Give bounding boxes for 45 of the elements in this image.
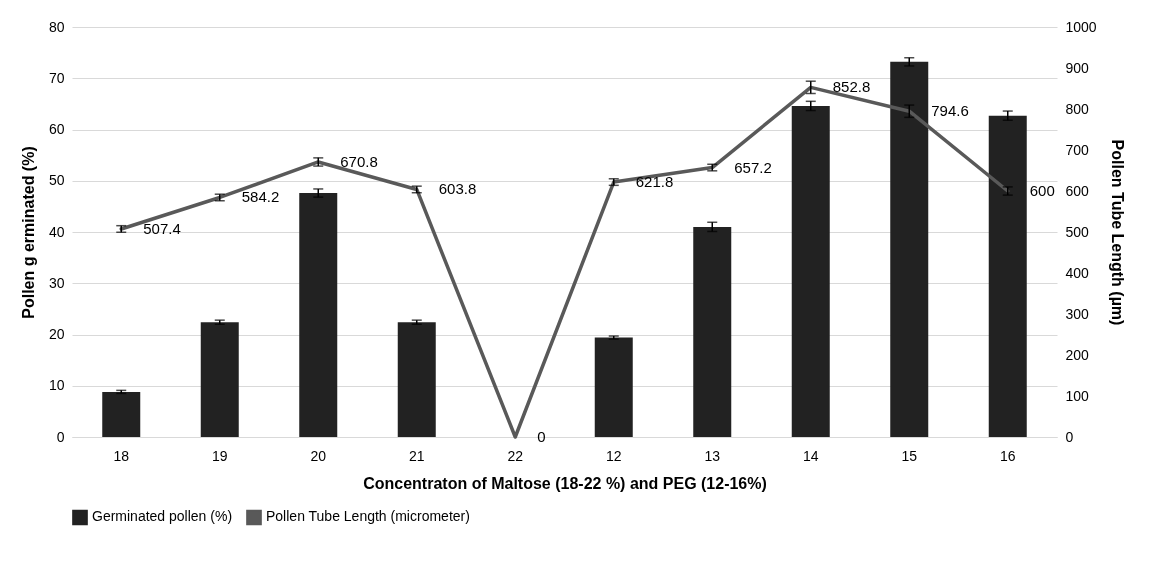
data-label: 794.6 xyxy=(931,102,969,120)
y-tick-label: 50 xyxy=(48,172,65,189)
data-label: 670.8 xyxy=(340,152,378,170)
y2-axis-title: Pollen Tube Length (µm) xyxy=(1108,139,1126,326)
x-tick-label: 13 xyxy=(704,447,721,464)
y2-tick-label: 800 xyxy=(1065,100,1090,117)
x-tick-label: 15 xyxy=(901,447,918,464)
x-tick-label: 16 xyxy=(999,447,1016,464)
y-tick-label: 80 xyxy=(48,18,65,35)
legend-label: Germinated pollen (%) xyxy=(92,508,233,525)
x-tick-label: 22 xyxy=(507,447,524,464)
y2-tick-label: 600 xyxy=(1065,182,1090,199)
y2-tick-label: 900 xyxy=(1065,59,1090,76)
y-tick-label: 30 xyxy=(48,274,65,291)
data-label: 507.4 xyxy=(143,219,181,237)
x-tick-label: 18 xyxy=(113,447,130,464)
x-tick-label: 20 xyxy=(310,447,327,464)
data-label: 657.2 xyxy=(734,158,772,176)
y2-tick-label: 200 xyxy=(1065,346,1090,363)
y-tick-label: 0 xyxy=(56,428,65,445)
data-label: 600 xyxy=(1029,182,1055,199)
y-axis-title: Pollen g erminated (%) xyxy=(19,146,37,319)
y-tick-label: 70 xyxy=(48,69,65,86)
y2-tick-label: 500 xyxy=(1065,223,1090,240)
x-tick-label: 21 xyxy=(408,447,425,464)
data-label: 852.8 xyxy=(832,78,871,96)
data-label: 603.8 xyxy=(438,180,477,198)
x-tick-label: 14 xyxy=(802,447,819,464)
y2-tick-label: 1000 xyxy=(1065,18,1097,35)
y-tick-label: 10 xyxy=(48,377,65,394)
data-label: 584.2 xyxy=(241,188,280,206)
y2-tick-label: 700 xyxy=(1065,141,1090,158)
y2-tick-label: 100 xyxy=(1065,387,1090,404)
legend-label: Pollen Tube Length (micrometer) xyxy=(266,508,470,525)
x-tick-label: 12 xyxy=(605,447,622,464)
y2-tick-label: 0 xyxy=(1065,428,1074,445)
y-tick-label: 40 xyxy=(48,223,65,240)
y-tick-label: 20 xyxy=(48,326,65,342)
x-tick-label: 19 xyxy=(211,447,228,464)
y2-tick-label: 400 xyxy=(1065,264,1090,281)
y2-tick-label: 300 xyxy=(1065,305,1090,322)
x-axis-title: Concentraton of Maltose (18-22 %) and PEG (12-16%) xyxy=(363,474,767,492)
y-tick-label: 60 xyxy=(48,121,65,137)
data-label: 621.8 xyxy=(635,173,674,191)
data-label: 0 xyxy=(537,428,546,445)
